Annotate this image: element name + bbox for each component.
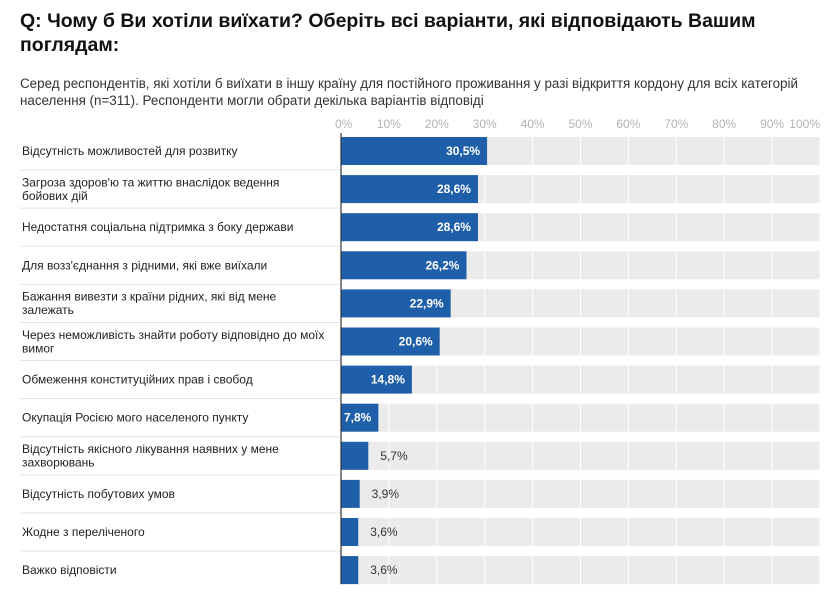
x-tick-label: 40% bbox=[521, 117, 545, 131]
x-tick-label: 70% bbox=[664, 117, 688, 131]
category-label: Відсутність побутових умов bbox=[22, 487, 175, 501]
value-label: 14,8% bbox=[371, 373, 405, 387]
bar bbox=[341, 403, 379, 432]
category-label: Відсутність можливостей для розвитку bbox=[22, 144, 238, 158]
bar bbox=[341, 327, 440, 356]
value-label: 28,6% bbox=[437, 220, 471, 234]
value-label: 5,7% bbox=[380, 449, 408, 463]
category-label: Жодне з переліченого bbox=[22, 525, 145, 539]
bar bbox=[341, 213, 478, 242]
value-label: 3,6% bbox=[370, 563, 398, 577]
bar bbox=[341, 289, 451, 318]
value-label: 7,8% bbox=[344, 411, 372, 425]
x-tick-label: 20% bbox=[425, 117, 449, 131]
category-label: Для возз'єднання з рідними, які вже виїх… bbox=[22, 258, 267, 272]
value-label: 3,9% bbox=[372, 487, 400, 501]
x-tick-label: 100% bbox=[789, 117, 820, 131]
category-label: Недостатня соціальна підтримка з боку де… bbox=[22, 220, 293, 234]
bar bbox=[341, 175, 478, 204]
value-label: 28,6% bbox=[437, 182, 471, 196]
value-label: 20,6% bbox=[399, 335, 433, 349]
bar bbox=[341, 518, 359, 546]
chart-subtitle: Серед респондентів, які хотіли б виїхати… bbox=[20, 76, 798, 108]
bar bbox=[341, 556, 359, 585]
x-tick-label: 90% bbox=[760, 117, 784, 131]
x-tick-label: 30% bbox=[473, 117, 497, 131]
value-label: 3,6% bbox=[370, 525, 398, 539]
category-label: Загроза здоров'ю та життю внаслідок веде… bbox=[22, 175, 279, 203]
category-label: Через неможливість знайти роботу відпові… bbox=[22, 328, 324, 356]
bar bbox=[341, 441, 369, 470]
x-tick-label: 80% bbox=[712, 117, 736, 131]
category-label: Окупація Росією мого населеного пункту bbox=[22, 411, 248, 425]
category-label: Відсутність якісного лікування наявних у… bbox=[22, 442, 279, 470]
category-label: Бажання вивезти з країни рідних, які від… bbox=[22, 290, 277, 318]
value-label: 30,5% bbox=[446, 144, 480, 158]
chart-title: Q: Чому б Ви хотіли виїхати? Оберіть всі… bbox=[20, 10, 756, 56]
value-label: 22,9% bbox=[410, 296, 444, 310]
x-tick-label: 0% bbox=[335, 117, 353, 131]
x-tick-label: 50% bbox=[568, 117, 592, 131]
bar bbox=[341, 365, 412, 394]
bar bbox=[341, 137, 488, 165]
x-tick-label: 10% bbox=[377, 117, 401, 131]
value-label: 26,2% bbox=[425, 258, 459, 272]
category-label: Обмеження конституційних прав і свобод bbox=[22, 373, 253, 387]
bar-chart: 0% 10% 20% 30% 40% 50% 60% 70% 80% 90% 100% Відсутн… bbox=[20, 117, 821, 585]
bar bbox=[341, 251, 467, 280]
bar bbox=[341, 479, 360, 508]
category-label: Важко відповісти bbox=[22, 563, 117, 577]
x-tick-label: 60% bbox=[616, 117, 640, 131]
